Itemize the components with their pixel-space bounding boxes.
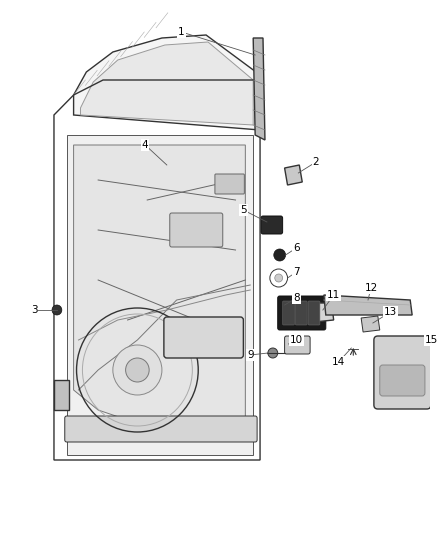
- Polygon shape: [74, 35, 260, 130]
- Text: 12: 12: [364, 283, 378, 293]
- FancyBboxPatch shape: [164, 317, 244, 358]
- Text: 10: 10: [290, 335, 303, 345]
- FancyBboxPatch shape: [295, 301, 307, 325]
- Polygon shape: [324, 295, 412, 315]
- Text: 3: 3: [31, 305, 38, 315]
- Circle shape: [274, 249, 286, 261]
- Polygon shape: [67, 135, 253, 455]
- Text: 13: 13: [384, 307, 397, 317]
- FancyBboxPatch shape: [261, 216, 283, 234]
- Text: 6: 6: [293, 243, 300, 253]
- Circle shape: [52, 305, 62, 315]
- Text: 5: 5: [240, 205, 247, 215]
- Polygon shape: [312, 303, 334, 322]
- FancyBboxPatch shape: [308, 301, 320, 325]
- Text: 4: 4: [142, 140, 148, 150]
- Polygon shape: [285, 165, 302, 185]
- Text: 9: 9: [247, 350, 254, 360]
- Polygon shape: [253, 38, 265, 140]
- Polygon shape: [81, 42, 253, 125]
- Circle shape: [270, 269, 287, 287]
- FancyBboxPatch shape: [285, 336, 310, 354]
- Circle shape: [268, 348, 278, 358]
- Circle shape: [113, 345, 162, 395]
- Text: 11: 11: [327, 290, 340, 300]
- Text: 7: 7: [293, 267, 300, 277]
- FancyBboxPatch shape: [215, 174, 244, 194]
- FancyBboxPatch shape: [283, 301, 294, 325]
- Text: 15: 15: [425, 335, 438, 345]
- Circle shape: [275, 274, 283, 282]
- FancyBboxPatch shape: [65, 416, 257, 442]
- Polygon shape: [74, 145, 245, 420]
- Text: 14: 14: [332, 357, 345, 367]
- FancyBboxPatch shape: [380, 365, 425, 396]
- Text: 8: 8: [293, 293, 300, 303]
- Text: 2: 2: [313, 157, 319, 167]
- Text: 1: 1: [178, 27, 185, 37]
- Circle shape: [126, 358, 149, 382]
- FancyBboxPatch shape: [278, 296, 326, 330]
- Polygon shape: [54, 380, 69, 410]
- Polygon shape: [361, 316, 380, 332]
- FancyBboxPatch shape: [170, 213, 223, 247]
- FancyBboxPatch shape: [374, 336, 431, 409]
